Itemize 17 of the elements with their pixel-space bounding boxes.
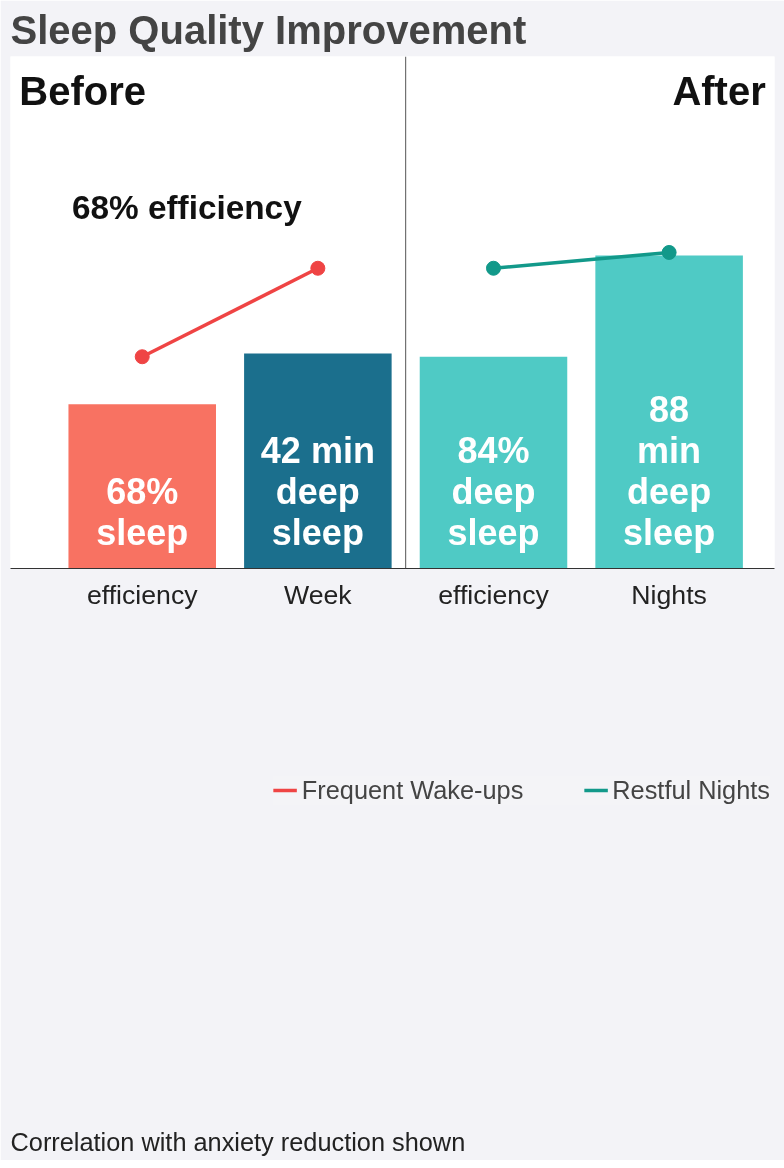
annotation: 88 min deep sleep (623, 388, 716, 553)
text: Before (19, 69, 146, 114)
x-tick-label: efficiency (86, 579, 199, 610)
text: Correlation with anxiety reduction shown (10, 1127, 466, 1156)
legend-label: Restful Nights (612, 775, 770, 805)
annotation: 84% deep sleep (447, 429, 540, 553)
x-tick-label: Nights (631, 579, 707, 610)
bar (68, 404, 216, 569)
annotation: 42 min deep sleep (260, 429, 375, 553)
legend-label: Frequent Wake-ups (301, 775, 524, 805)
bar (595, 255, 743, 569)
x-tick-label: efficiency (438, 579, 550, 610)
annotation: 68% sleep (96, 470, 189, 553)
text: After (672, 69, 766, 114)
x-tick-label: Week (284, 579, 353, 610)
text: 68% efficiency (71, 189, 303, 227)
chart-title: Sleep Quality Improvement (10, 7, 527, 52)
